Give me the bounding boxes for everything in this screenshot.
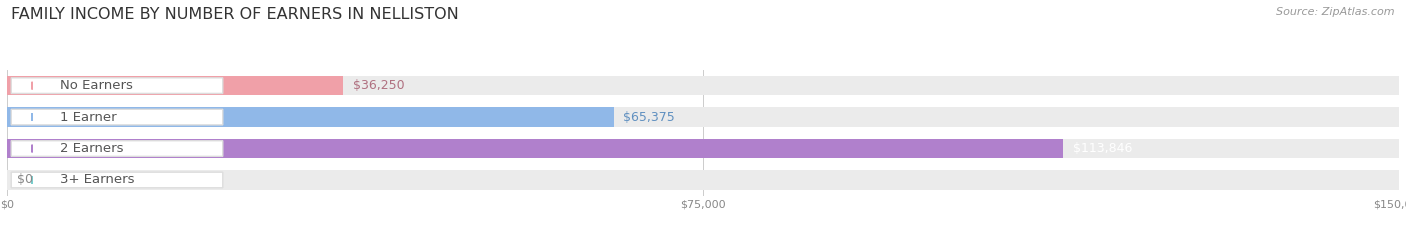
FancyBboxPatch shape [11,78,222,93]
FancyBboxPatch shape [11,109,222,125]
Bar [7,107,613,127]
Bar [7,139,1063,158]
Text: FAMILY INCOME BY NUMBER OF EARNERS IN NELLISTON: FAMILY INCOME BY NUMBER OF EARNERS IN NE… [11,7,458,22]
Text: 1 Earner: 1 Earner [60,111,117,123]
Text: $113,846: $113,846 [1073,142,1133,155]
Bar [7,107,1399,127]
FancyBboxPatch shape [11,172,222,188]
FancyBboxPatch shape [11,141,222,156]
Bar [7,170,1399,190]
Bar [7,139,1399,158]
Text: No Earners: No Earners [60,79,132,92]
Text: 3+ Earners: 3+ Earners [60,174,135,186]
Text: $0: $0 [17,174,32,186]
Bar [7,76,1399,95]
Text: Source: ZipAtlas.com: Source: ZipAtlas.com [1277,7,1395,17]
Text: $36,250: $36,250 [353,79,405,92]
Bar [7,76,343,95]
Text: 2 Earners: 2 Earners [60,142,124,155]
Text: $65,375: $65,375 [623,111,675,123]
